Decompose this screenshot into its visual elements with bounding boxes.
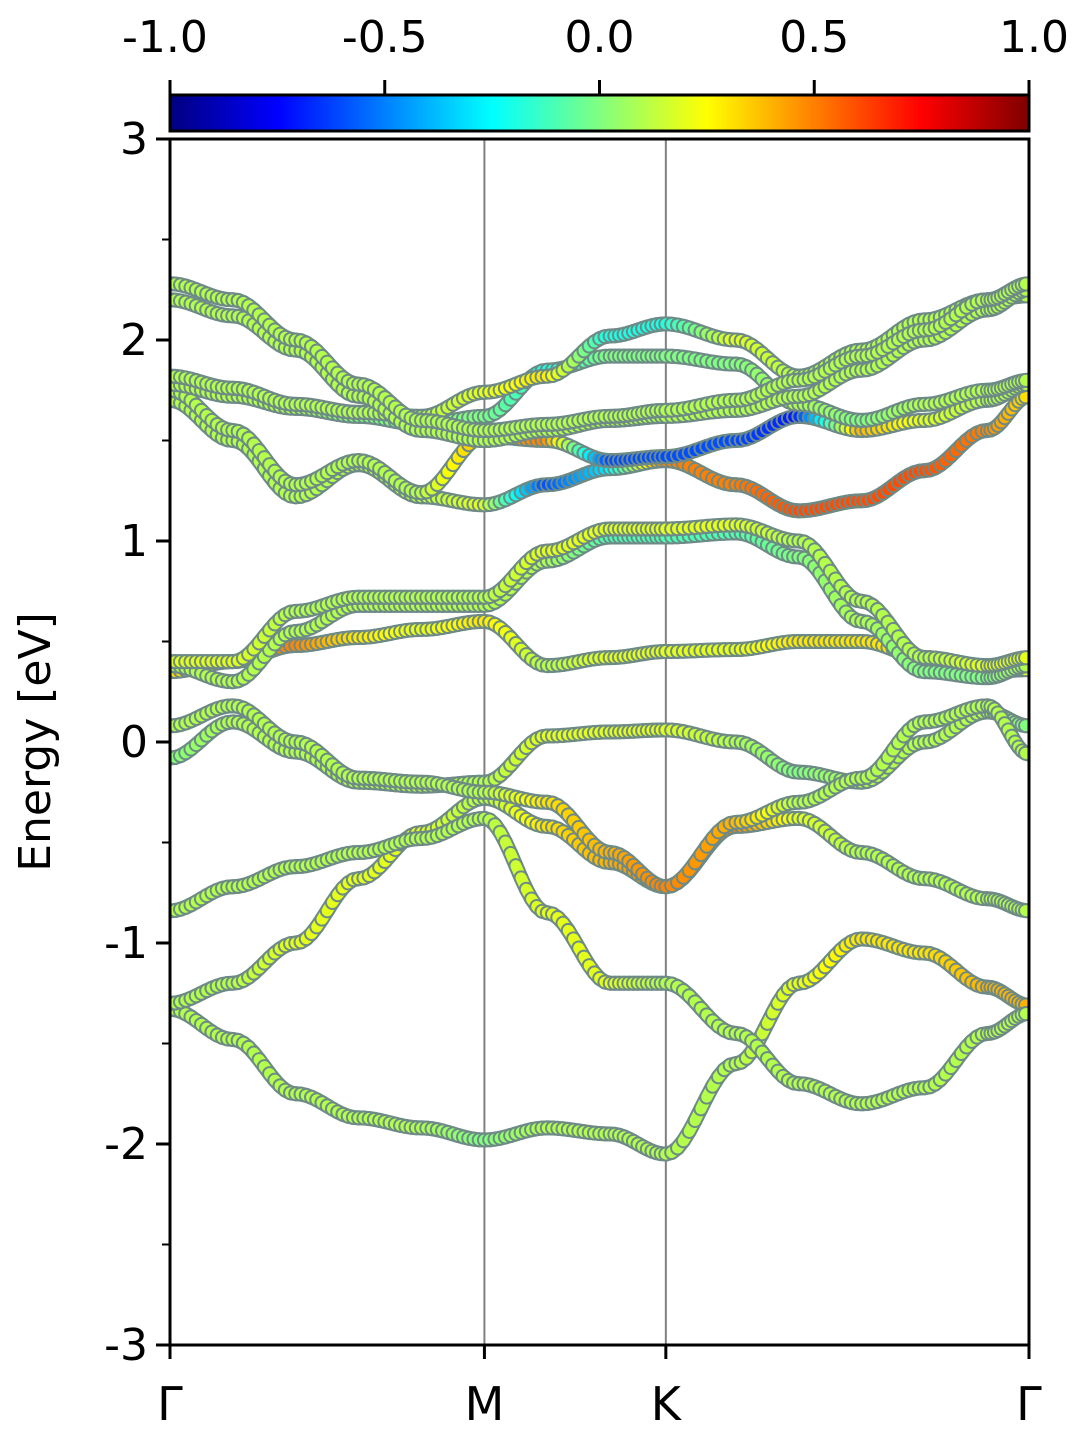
colorbar [168,93,1031,133]
colorbar-tick-label: -0.5 [342,12,428,63]
colorbar-tick-label: 0.0 [565,12,635,63]
y-tick-label: 2 [120,315,148,366]
band-5 [170,698,1029,895]
colorbar-tick-label: 1.0 [999,12,1069,63]
colorbar-tick-label: 0.5 [779,12,849,63]
y-tick-label: -2 [104,1119,148,1170]
band-8 [170,517,1029,674]
band-7 [170,525,1029,690]
y-tick-label: 0 [120,717,148,768]
y-tick-label: -3 [104,1320,148,1371]
y-axis: -3 -2 -1 0 1 2 3 [104,114,170,1371]
y-tick-label: -1 [104,918,148,969]
bands [170,276,1029,1162]
x-tick-label: K [651,1377,683,1431]
y-axis-label: Energy [eV] [10,612,61,872]
band-1 [170,931,1029,1162]
band-3 [170,810,1029,1112]
band-14 [170,276,1029,438]
x-tick-label: Γ [157,1377,183,1431]
band-10 [170,376,1029,501]
y-tick-label: 3 [120,114,148,165]
colorbar-tick-label: -1.0 [122,12,208,63]
colorbar-ticks: -1.0 -0.5 0.0 0.5 1.0 [122,12,1069,95]
x-tick-label: M [465,1377,505,1431]
x-tick-label: Γ [1016,1377,1042,1431]
high-symmetry-lines [483,139,667,1345]
y-tick-label: 1 [120,516,148,567]
